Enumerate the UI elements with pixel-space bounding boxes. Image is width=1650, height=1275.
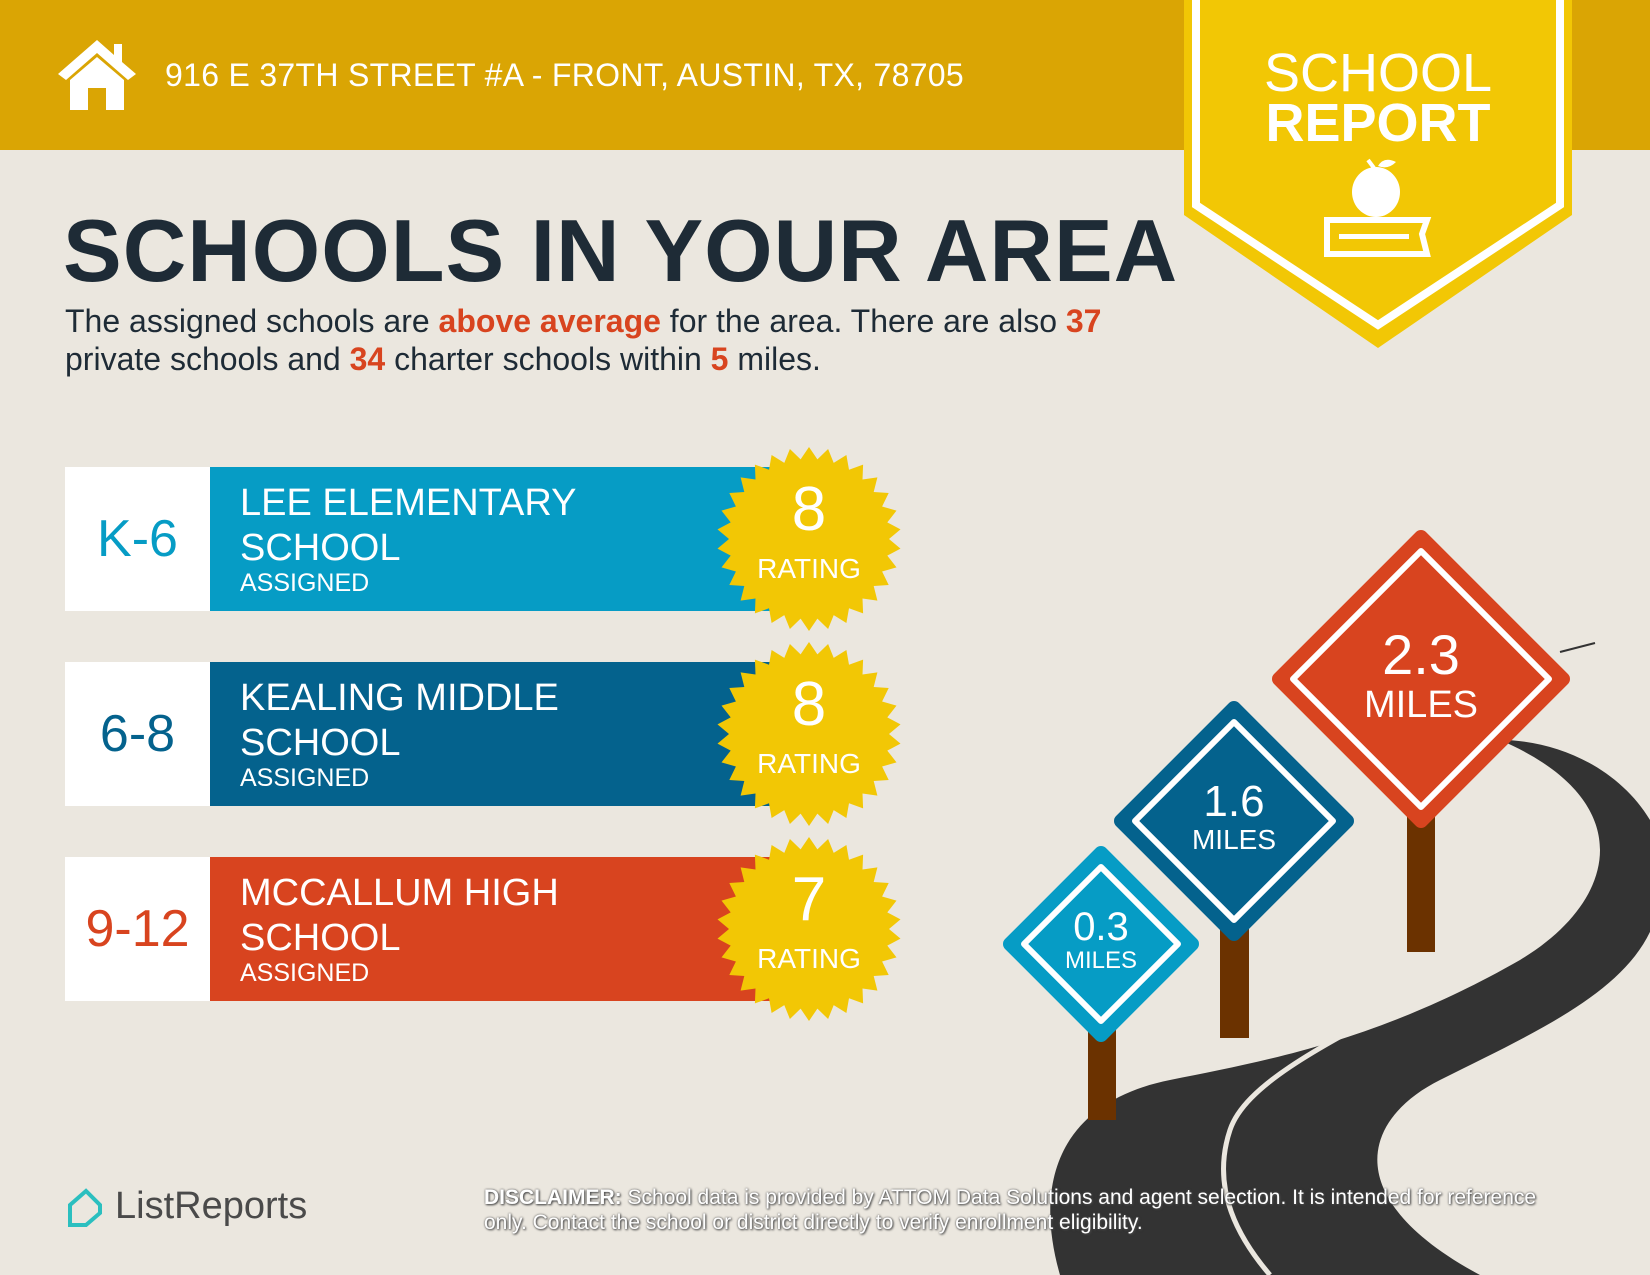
badge-line-2: REPORT xyxy=(1265,93,1491,153)
private-count: 37 xyxy=(1065,303,1102,339)
house-icon xyxy=(58,40,136,110)
sign-border xyxy=(1021,864,1181,1024)
grade-range: K-6 xyxy=(65,467,210,611)
distance-sign xyxy=(1272,530,1570,828)
rating-value: 8 xyxy=(791,475,827,544)
listreports-logo: ListReports xyxy=(115,1185,308,1227)
disclaimer-text: School data is provided by ATTOM Data So… xyxy=(484,1186,1537,1234)
school-row: 6-8 KEALING MIDDLE SCHOOL ASSIGNED 8 RAT… xyxy=(65,642,901,826)
disclaimer-label: DISCLAIMER: xyxy=(484,1186,622,1209)
rating-seal-icon xyxy=(717,447,901,631)
intro-text: private schools and xyxy=(65,341,350,377)
listreports-logo-icon xyxy=(68,1188,102,1227)
grade-range: 9-12 xyxy=(65,857,210,1001)
sign-border xyxy=(1132,719,1336,923)
rating-value: 8 xyxy=(791,670,827,739)
rating-label: RATING xyxy=(757,553,861,584)
distance-sign xyxy=(1003,846,1199,1042)
sign-distance: 0.3 xyxy=(1073,905,1129,949)
intro-text: for the area. There are also xyxy=(660,303,1066,339)
school-row: 9-12 MCCALLUM HIGH SCHOOL ASSIGNED 7 RAT… xyxy=(65,837,901,1021)
sign-unit: MILES xyxy=(1363,683,1479,726)
intro-text: miles. xyxy=(728,341,821,377)
page-title: SCHOOLS IN YOUR AREA xyxy=(63,201,1179,300)
school-status: ASSIGNED xyxy=(240,764,370,792)
intro-text: The assigned schools are xyxy=(65,303,439,339)
school-name: LEE ELEMENTARY SCHOOL xyxy=(240,482,576,569)
charter-count: 34 xyxy=(349,341,386,377)
school-bar: LEE ELEMENTARY SCHOOL ASSIGNED xyxy=(210,467,810,611)
intro-highlight: above average xyxy=(438,303,661,339)
school-bar: MCCALLUM HIGH SCHOOL ASSIGNED xyxy=(210,857,810,1001)
school-name: KEALING MIDDLE SCHOOL xyxy=(240,677,559,764)
sign-label: 0.3 MILES xyxy=(1001,906,1201,974)
school-row: K-6 LEE ELEMENTARY SCHOOL ASSIGNED 8 RAT… xyxy=(65,447,901,631)
rating-value: 7 xyxy=(791,865,827,934)
sign-unit: MILES xyxy=(1191,824,1277,856)
rating-seal-icon xyxy=(717,837,901,1021)
school-status: ASSIGNED xyxy=(240,959,370,987)
radius-miles: 5 xyxy=(710,341,729,377)
badge-line-1: SCHOOL xyxy=(1263,43,1493,103)
school-status: ASSIGNED xyxy=(240,569,370,597)
distance-sign xyxy=(1114,701,1354,941)
sign-distance: 1.6 xyxy=(1203,777,1265,827)
property-address: 916 E 37TH STREET #A - FRONT, AUSTIN, TX… xyxy=(165,57,964,93)
sign-border xyxy=(1290,548,1552,810)
intro-paragraph: The assigned schools are above average f… xyxy=(65,302,1165,378)
school-report-badge xyxy=(1184,0,1572,348)
rating-label: RATING xyxy=(757,748,861,779)
sign-unit: MILES xyxy=(1064,947,1138,974)
intro-text: charter schools within xyxy=(385,341,711,377)
sign-label: 1.6 MILES xyxy=(1134,777,1334,856)
apple-on-book-icon xyxy=(1324,158,1432,257)
badge-title: SCHOOL REPORT xyxy=(1184,43,1572,153)
sign-label: 2.3 MILES xyxy=(1321,622,1521,727)
rating-label: RATING xyxy=(757,943,861,974)
school-name: MCCALLUM HIGH SCHOOL xyxy=(240,872,559,959)
school-bar: KEALING MIDDLE SCHOOL ASSIGNED xyxy=(210,662,810,806)
sign-distance: 2.3 xyxy=(1382,622,1460,686)
disclaimer: DISCLAIMER: School data is provided by A… xyxy=(484,1185,1564,1235)
rating-seal-icon xyxy=(717,642,901,826)
grade-range: 6-8 xyxy=(65,662,210,806)
